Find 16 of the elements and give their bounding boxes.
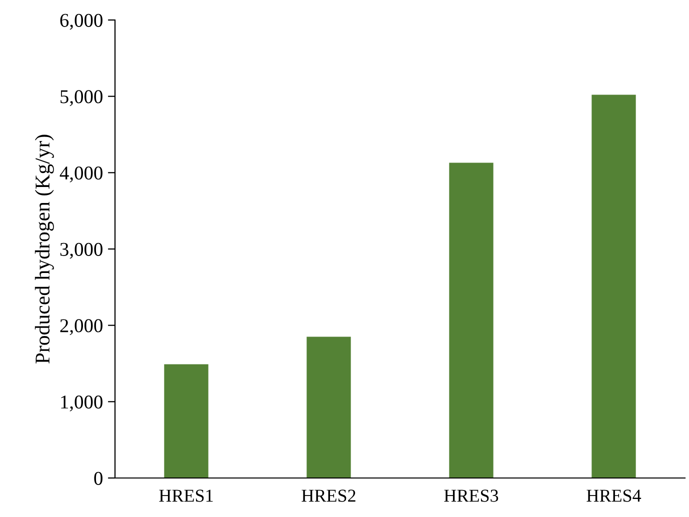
x-tick-label: HRES2 — [302, 490, 356, 502]
x-tick-label: HRES4 — [586, 490, 642, 502]
bar — [449, 162, 494, 478]
x-tick-label: HRES3 — [444, 490, 498, 502]
bar — [306, 336, 351, 478]
y-tick-label: 2,000 — [60, 319, 102, 336]
bar — [164, 364, 208, 478]
y-tick-label: 3,000 — [60, 242, 102, 259]
y-axis-title: Produced hydrogen (Kg/yr) — [34, 134, 54, 364]
y-tick-label: 4,000 — [60, 166, 102, 182]
x-tick-label: HRES1 — [159, 490, 213, 502]
y-tick-label: 6,000 — [60, 14, 102, 30]
y-tick-label: 0 — [94, 472, 102, 485]
y-tick-label: 1,000 — [61, 395, 102, 412]
bar — [592, 94, 636, 478]
y-tick-label: 5,000 — [60, 90, 102, 106]
